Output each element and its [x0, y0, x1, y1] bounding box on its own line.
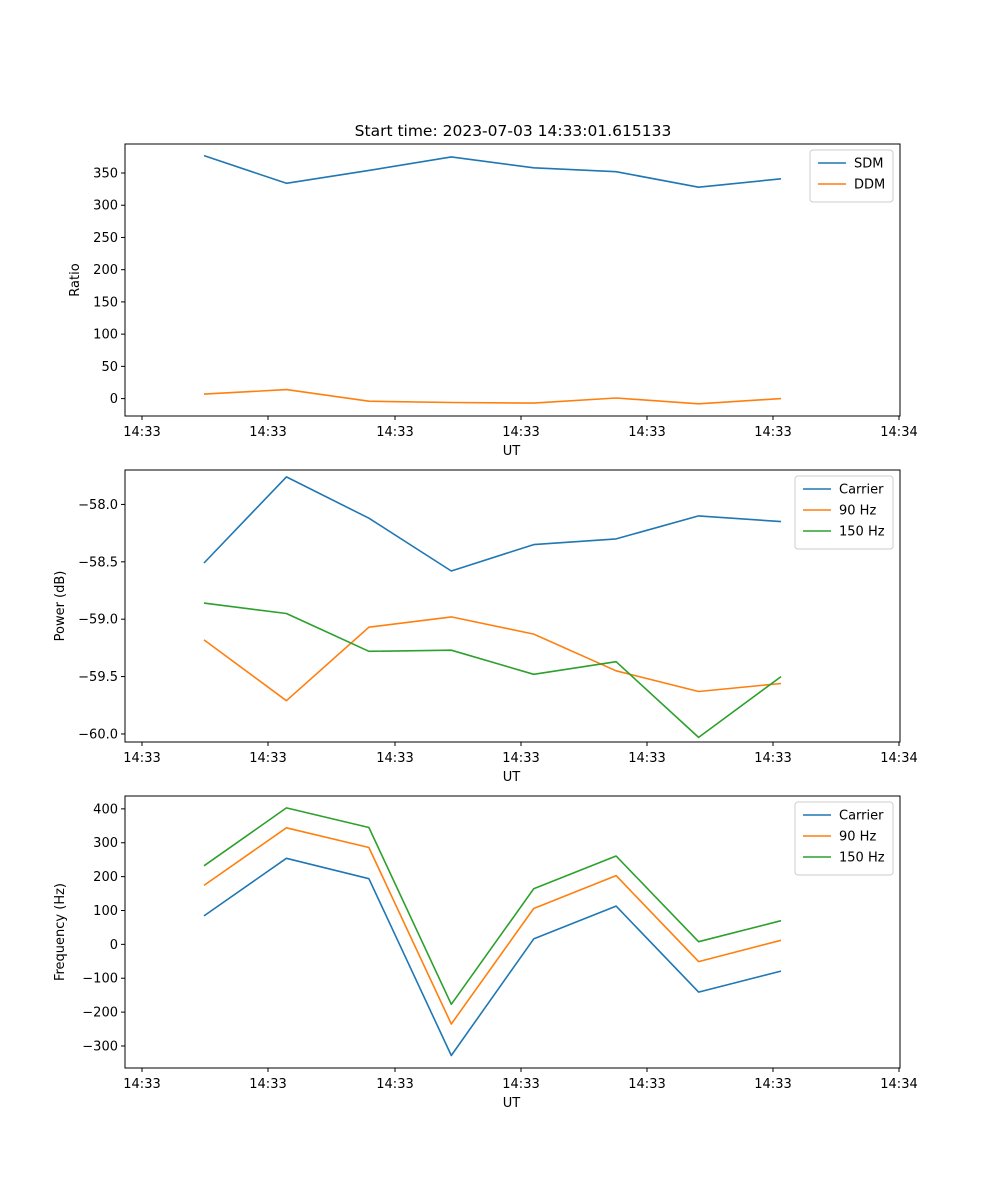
- series-line-carrier: [203, 857, 782, 1057]
- legend: Carrier 90 Hz 150 Hz: [794, 801, 894, 876]
- x-axis-label: UT: [503, 444, 521, 459]
- y-tick-label: 100: [93, 904, 118, 919]
- x-tick-label: 14:33: [249, 425, 286, 440]
- x-tick-label: 14:33: [754, 425, 791, 440]
- x-tick-label: 14:33: [628, 425, 665, 440]
- x-axis-label: UT: [503, 770, 521, 785]
- x-tick-label: 14:33: [628, 1077, 665, 1092]
- legend-label: Carrier: [839, 809, 884, 824]
- y-tick-label: 300: [93, 836, 118, 851]
- panels: 0 50 100 150 200 250 300 350 14:33 14:33 14:33 14:3…: [53, 143, 918, 1111]
- y-tick-label: −200: [82, 1006, 118, 1021]
- x-tick-label: 14:33: [754, 751, 791, 766]
- x-tick-label: 14:33: [123, 425, 160, 440]
- y-tick-label: 50: [101, 360, 118, 375]
- series-line-90-hz: [203, 616, 782, 702]
- legend-label: Carrier: [839, 483, 884, 498]
- y-tick-label: −100: [82, 972, 118, 987]
- axes-frame: [124, 143, 901, 417]
- series-line-150-hz: [203, 807, 782, 1006]
- legend-label: 90 Hz: [839, 830, 876, 845]
- y-tick-label: 150: [93, 295, 118, 310]
- panel-2: −58.0 −58.5 −59.0 −59.5 −60.0 14:33 14:33 14:33…: [53, 469, 918, 785]
- x-tick-label: 14:34: [880, 425, 917, 440]
- x-tick-label: 14:33: [249, 1077, 286, 1092]
- series-line-carrier: [203, 476, 782, 572]
- y-tick-label: 200: [93, 870, 118, 885]
- series-line-ddm: [203, 388, 782, 405]
- x-tick-label: 14:33: [754, 1077, 791, 1092]
- y-tick-label: −300: [82, 1039, 118, 1054]
- legend: SDM DDM: [809, 149, 894, 203]
- x-tick-label: 14:33: [376, 751, 413, 766]
- y-axis-label: Ratio: [68, 263, 83, 296]
- y-tick-label: 400: [93, 802, 118, 817]
- y-tick-label: −58.5: [78, 555, 118, 570]
- figure-title: Start time: 2023-07-03 14:33:01.615133: [355, 122, 672, 140]
- x-tick-label: 14:33: [249, 751, 286, 766]
- x-tick-label: 14:33: [123, 1077, 160, 1092]
- y-tick-label: 350: [93, 167, 118, 182]
- series-line-sdm: [203, 154, 782, 188]
- y-tick-label: −59.5: [78, 670, 118, 685]
- x-tick-label: 14:33: [628, 751, 665, 766]
- x-tick-label: 14:33: [502, 751, 539, 766]
- x-tick-label: 14:33: [376, 1077, 413, 1092]
- y-tick-label: 250: [93, 231, 118, 246]
- y-axis-label: Frequency (Hz): [53, 883, 68, 981]
- x-tick-label: 14:34: [880, 1077, 917, 1092]
- legend-label: 150 Hz: [839, 851, 885, 866]
- series-line-150-hz: [203, 602, 782, 739]
- panel-1: 0 50 100 150 200 250 300 350 14:33 14:33 14:33 14:3…: [68, 143, 918, 459]
- legend: Carrier 90 Hz 150 Hz: [794, 475, 894, 550]
- legend-label: 150 Hz: [839, 525, 885, 540]
- legend-label: 90 Hz: [839, 504, 876, 519]
- x-tick-label: 14:33: [376, 425, 413, 440]
- y-tick-label: 0: [110, 392, 118, 407]
- x-tick-label: 14:34: [880, 751, 917, 766]
- axes-frame: [124, 795, 901, 1069]
- panel-3: 400 300 200 100 0 −100 −200 −300 14:33 14:33 14:33…: [53, 795, 918, 1111]
- x-tick-label: 14:33: [123, 751, 160, 766]
- y-tick-label: −58.0: [78, 498, 118, 513]
- x-tick-label: 14:33: [502, 425, 539, 440]
- x-tick-label: 14:33: [502, 1077, 539, 1092]
- axes-frame: [124, 469, 901, 743]
- y-tick-label: 100: [93, 328, 118, 343]
- y-tick-label: 0: [110, 938, 118, 953]
- y-axis-label: Power (dB): [53, 571, 68, 642]
- y-tick-label: −60.0: [78, 727, 118, 742]
- legend-label: DDM: [854, 178, 885, 193]
- series-line-90-hz: [203, 826, 782, 1025]
- x-axis-label: UT: [503, 1096, 521, 1111]
- y-tick-label: 300: [93, 199, 118, 214]
- y-tick-label: 200: [93, 263, 118, 278]
- y-tick-label: −59.0: [78, 613, 118, 628]
- legend-label: SDM: [854, 157, 883, 172]
